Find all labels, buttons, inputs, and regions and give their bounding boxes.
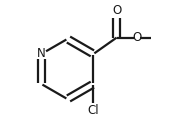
Text: O: O <box>112 4 121 17</box>
Text: Cl: Cl <box>88 104 99 117</box>
Text: O: O <box>132 31 142 44</box>
Text: N: N <box>37 47 46 60</box>
